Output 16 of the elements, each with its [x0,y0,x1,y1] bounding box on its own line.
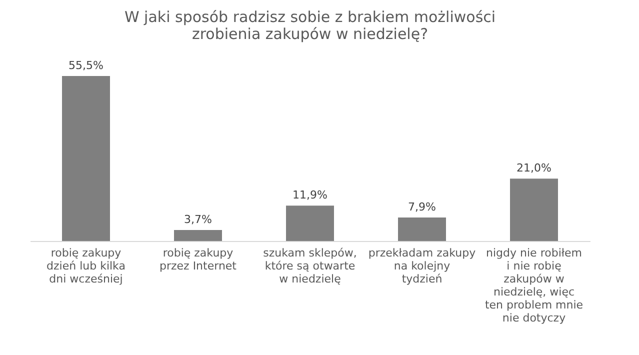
data-label: 55,5% [68,59,104,72]
x-tick-label: robię zakupy dzień lub kilka dni wcześniej [46,246,126,286]
bar [510,178,558,241]
bar [398,218,446,241]
bar [62,76,110,241]
data-label: 21,0% [516,162,552,175]
bar [174,230,222,241]
x-tick-label: szukam sklepów, które są otwarte w niedzielę [263,246,357,286]
chart-title: W jaki sposób radzisz sobie z brakiem możliwości zrobienia zakupów w niedzielę? [124,8,496,43]
x-tick-label: nigdy nie robiłem i nie robię zakupów w niedzielę, więc ten problem mnie nie dotyczy [484,246,584,324]
data-label: 7,9% [408,200,436,214]
bar [286,206,334,241]
x-tick-label: robię zakupy przez Internet [160,246,238,272]
x-tick-label: przekładam zakupy na kolejny tydzień [368,246,476,286]
data-label: 3,7% [184,213,212,226]
data-label: 11,9% [292,188,328,202]
